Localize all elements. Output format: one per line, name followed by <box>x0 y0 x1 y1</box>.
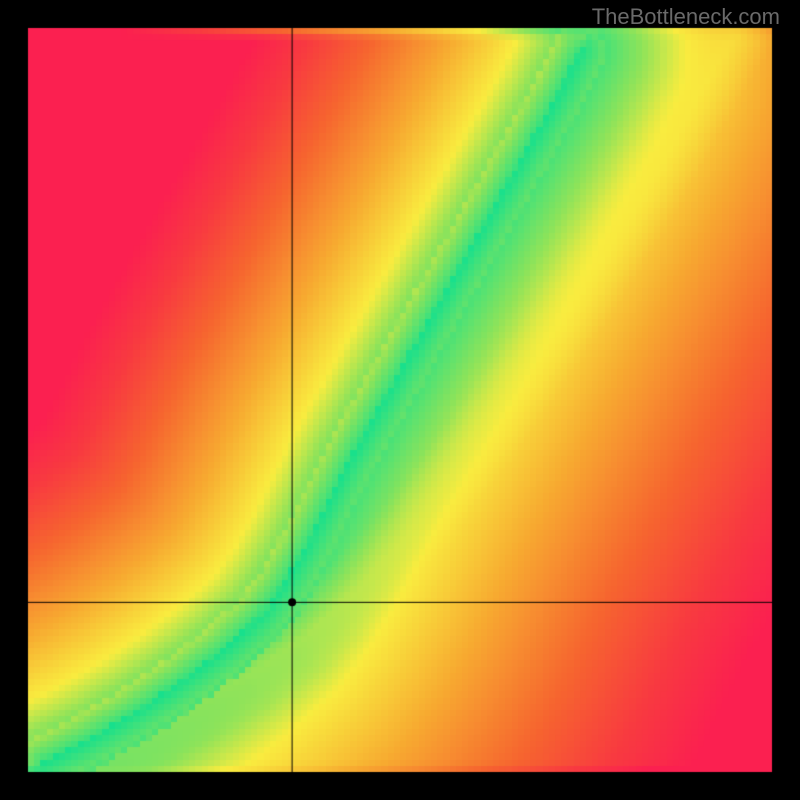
watermark-text: TheBottleneck.com <box>592 4 780 30</box>
bottleneck-heatmap <box>0 0 800 800</box>
chart-container: TheBottleneck.com <box>0 0 800 800</box>
